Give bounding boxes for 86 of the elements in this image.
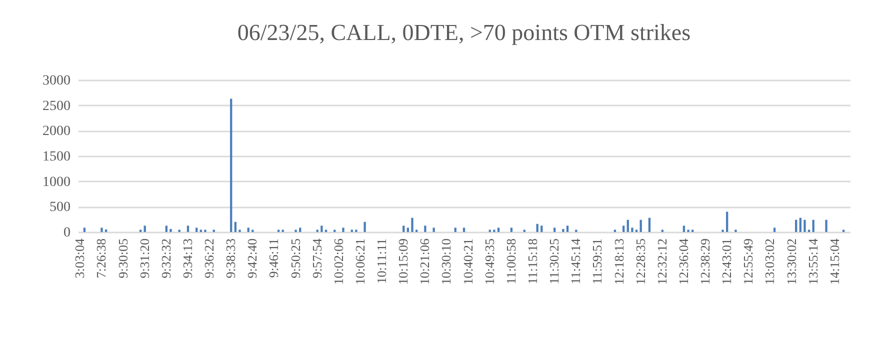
x-tick-label: 9:42:40 [244, 238, 260, 278]
x-tick-label: 11:00:58 [503, 238, 518, 284]
y-tick-label: 1000 [42, 174, 70, 190]
bar [144, 226, 146, 232]
bar [462, 228, 466, 232]
x-tick-label: 9:50:25 [288, 238, 303, 278]
x-tick-label: 12:38:29 [698, 238, 713, 285]
bar [230, 98, 232, 232]
bar [726, 212, 728, 232]
x-tick-label: 9:57:54 [309, 238, 324, 278]
bar [540, 226, 543, 232]
y-tick-label: 2500 [42, 98, 70, 114]
x-tick-label: 10:21:06 [417, 238, 432, 285]
chart-title: 06/23/25, CALL, 0DTE, >70 points OTM strikes [237, 20, 691, 45]
x-tick-label: 12:36:04 [676, 238, 691, 285]
bar [342, 228, 344, 232]
x-tick-label: 9:36:22 [202, 238, 217, 278]
x-tick-label: 12:55:49 [740, 238, 756, 285]
bar [100, 228, 103, 232]
bar [566, 226, 569, 232]
bar [165, 226, 168, 232]
bar [497, 228, 500, 232]
x-tick-label: 10:49:35 [482, 238, 497, 285]
bar [406, 228, 410, 232]
y-tick-label: 1500 [42, 150, 70, 164]
x-tick-label: 13:55:14 [805, 238, 820, 285]
x-tick-label: 9:30:05 [115, 238, 130, 278]
bar [682, 226, 686, 232]
x-tick-label: 11:15:18 [525, 238, 540, 284]
y-tick-label: 3000 [42, 74, 70, 88]
bar [454, 228, 456, 232]
bar [626, 220, 629, 232]
bar [804, 220, 806, 232]
x-tick-label: 10:11:11 [374, 238, 390, 284]
bar [424, 226, 426, 232]
x-tick-label: 9:38:33 [223, 238, 238, 278]
y-tick-label: 0 [64, 226, 70, 240]
bar [799, 218, 802, 232]
bar [247, 228, 250, 232]
x-tick-label: 14:15:04 [826, 238, 842, 285]
bar [648, 218, 651, 232]
bar [104, 229, 108, 232]
bar [631, 228, 634, 232]
bar [402, 226, 405, 232]
x-tick-label: 9:32:32 [158, 238, 174, 278]
y-tick-label: 500 [50, 200, 70, 216]
bar [186, 226, 190, 232]
bar [773, 228, 776, 232]
x-tick-label: 11:30:25 [546, 238, 562, 284]
bar [411, 218, 414, 232]
bar [364, 222, 366, 232]
x-tick-label: 12:43:01 [719, 238, 734, 285]
x-tick-label: 12:32:12 [654, 238, 670, 285]
x-tick-label: 10:40:21 [460, 238, 476, 285]
y-tick-label: 2000 [42, 124, 70, 140]
bar [622, 226, 625, 232]
bar [320, 226, 323, 232]
x-tick-label: 13:30:02 [784, 238, 799, 285]
bar [196, 228, 198, 232]
bar [812, 220, 814, 232]
bar [553, 228, 556, 232]
bar [170, 228, 172, 232]
x-tick-label: 13:03:02 [762, 238, 778, 285]
x-tick-label: 10:15:09 [396, 238, 411, 285]
x-tick-label: 3:03:04 [72, 238, 88, 278]
x-tick-label: 9:46:11 [266, 238, 282, 278]
x-tick-label: 9:34:13 [180, 238, 195, 278]
x-tick-label: 12:18:13 [611, 238, 626, 285]
bar [562, 228, 564, 232]
x-tick-label: 11:45:14 [568, 238, 584, 284]
x-tick-label: 11:59:51 [590, 238, 605, 284]
x-tick-label: 10:06:21 [352, 238, 368, 285]
bar [432, 228, 435, 232]
bar [510, 228, 513, 232]
bar [536, 224, 538, 232]
bar [825, 220, 828, 232]
bar [640, 220, 642, 232]
x-tick-label: 10:02:06 [330, 238, 346, 285]
bar [83, 228, 86, 232]
bar [795, 220, 798, 232]
bar [299, 228, 302, 232]
bar [234, 222, 236, 232]
x-tick-label: 10:30:10 [438, 238, 454, 285]
x-tick-label: 9:31:20 [136, 238, 152, 278]
x-tick-label: 12:28:35 [632, 238, 648, 285]
x-tick-label: 7:26:38 [94, 238, 109, 278]
